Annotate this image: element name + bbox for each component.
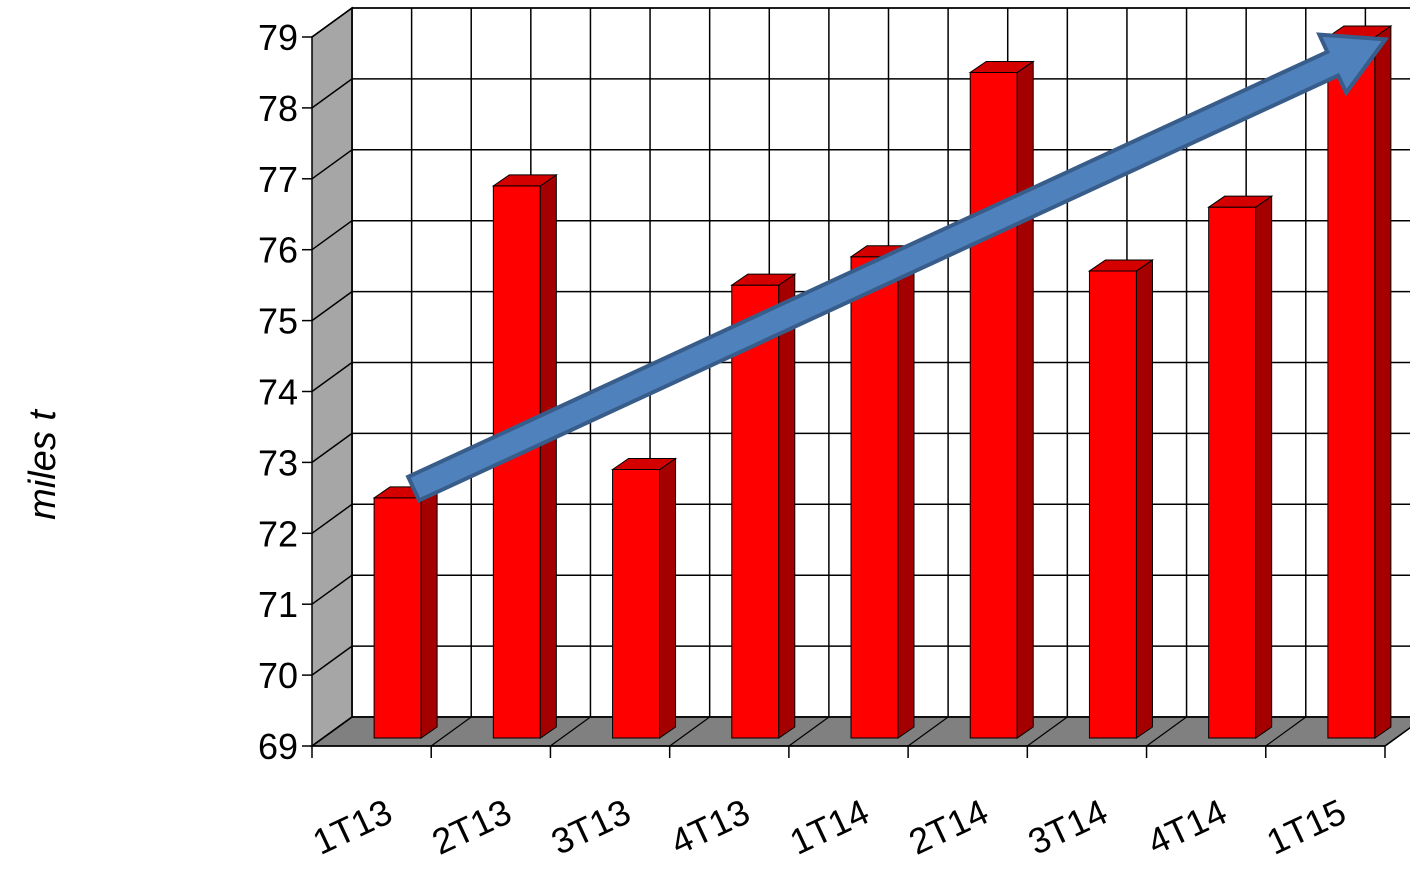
bar-front [1088, 270, 1137, 739]
bar [1207, 195, 1274, 739]
x-tick-label: 1T13 [306, 791, 398, 863]
floor-divider [1265, 716, 1307, 747]
bar [849, 244, 916, 739]
y-axis-label: miles t [22, 409, 64, 520]
x-tick-label: 2T13 [426, 791, 518, 863]
bar-top [968, 60, 1035, 73]
y-axis-ticks: 69 70 71 72 73 74 75 76 77 78 79 [258, 17, 298, 767]
floor-divider [669, 716, 711, 747]
bar-side [1135, 259, 1153, 739]
trend-arrow [405, 32, 1390, 504]
x-tick-label: 4T13 [664, 791, 756, 863]
bar-side [1374, 25, 1392, 739]
y-tick-label: 75 [258, 301, 298, 342]
bar-side [1016, 60, 1034, 739]
gridline-side [311, 149, 353, 180]
gridline-side [311, 432, 353, 464]
y-tick-label: 71 [258, 584, 298, 625]
x-tick-label: 3T14 [1022, 791, 1114, 863]
bar [372, 485, 439, 739]
floor-divider [430, 716, 472, 747]
bar-top [1087, 259, 1155, 272]
bar-top [1207, 195, 1274, 208]
gridline-side [311, 290, 353, 322]
x-axis-ticks: 1T13 2T13 3T13 4T13 1T14 2T14 3T14 4T14 1T15 [306, 791, 1351, 863]
bar-side [659, 457, 677, 739]
gridline-side [311, 361, 353, 393]
floor-divider [1026, 716, 1068, 747]
bar-top [610, 457, 678, 470]
y-tick-label: 77 [258, 159, 298, 200]
floor-divider [907, 716, 949, 747]
x-tick-label: 3T13 [545, 791, 637, 863]
bar-front [612, 468, 661, 739]
gridline-side [311, 503, 353, 534]
gridline-side [311, 7, 353, 38]
floor-divider [1384, 727, 1410, 747]
x-tick-label: 4T14 [1141, 791, 1233, 863]
x-tick-label: 1T15 [1260, 791, 1352, 863]
bar-side [539, 173, 557, 739]
bar-top [491, 174, 558, 187]
bar-side [420, 485, 438, 739]
x-tick-label: 1T14 [783, 791, 875, 863]
trend-arrow-shape [405, 32, 1390, 504]
bar-side [897, 244, 915, 739]
y-tick-label: 78 [258, 88, 298, 129]
bar-front [1208, 206, 1257, 739]
y-tick-label: 72 [258, 513, 298, 554]
bar-front [850, 256, 899, 739]
floor-divider [311, 716, 353, 747]
bar-front [731, 284, 780, 739]
bar-side [778, 273, 796, 739]
bar [1087, 259, 1155, 739]
bar-front [373, 497, 422, 739]
gridline-side [311, 78, 353, 109]
bar [610, 457, 678, 739]
bar [1326, 25, 1393, 739]
y-tick-label: 70 [258, 655, 298, 696]
bar-top [730, 273, 797, 286]
gridline-side [311, 645, 353, 676]
chart-bars [372, 25, 1393, 739]
floor-divider [550, 716, 591, 747]
gridline-side [311, 220, 353, 251]
bar-front [1327, 36, 1376, 739]
bar [968, 60, 1035, 739]
y-tick-label: 73 [258, 442, 298, 483]
y-tick-label: 69 [258, 726, 298, 767]
gridline-side [311, 574, 353, 605]
x-tick-label: 2T14 [903, 791, 995, 863]
floor-divider [1146, 716, 1187, 747]
bar [730, 273, 797, 739]
bar-front [969, 71, 1018, 739]
y-tick-label: 79 [258, 17, 298, 58]
y-tick-label: 76 [258, 230, 298, 271]
y-tick-label: 74 [258, 372, 298, 413]
bar-side [1255, 195, 1273, 739]
floor-divider [788, 716, 830, 747]
